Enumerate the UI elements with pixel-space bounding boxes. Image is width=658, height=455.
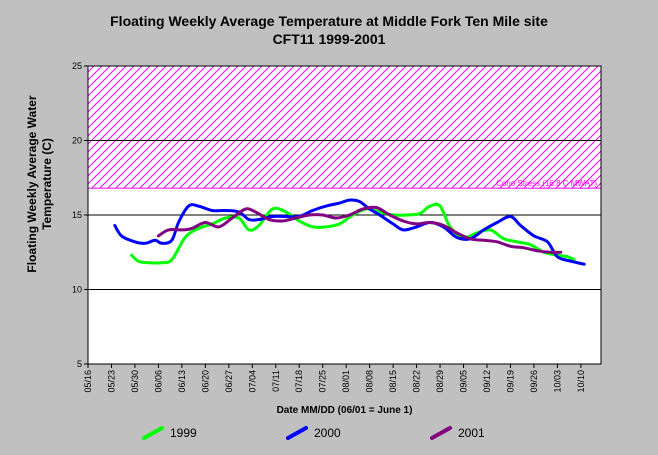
x-tick-label-08-01: 08/01: [341, 370, 351, 393]
x-tick-label-08-29: 08/29: [435, 370, 445, 393]
y-axis-label: Floating Weekly Average Water Temperatur…: [25, 95, 54, 273]
x-tick-label-07-18: 07/18: [294, 370, 304, 393]
coho-stress-label: Coho Stress (16.8 C MWAT): [496, 179, 597, 188]
x-tick-label-06-06: 06/06: [153, 370, 163, 393]
x-tick-label-08-22: 08/22: [412, 370, 422, 393]
x-tick-label-07-25: 07/25: [318, 370, 328, 393]
x-tick-label-10-03: 10/03: [552, 370, 562, 393]
x-axis-label: Date MM/DD (06/01 = June 1): [276, 405, 413, 416]
x-tick-label-07-04: 07/04: [247, 370, 257, 393]
series-line-2000: [113, 198, 586, 266]
x-tick-label-07-11: 07/11: [271, 370, 281, 392]
x-tick-label-09-05: 09/05: [459, 370, 469, 393]
chart-title-line1: Floating Weekly Average Temperature at M…: [110, 13, 548, 29]
x-tick-label-08-08: 08/08: [365, 370, 375, 393]
y-tick-label-15: 15: [72, 210, 82, 220]
legend-label-1999: 1999: [170, 426, 197, 440]
plot-border: [87, 65, 602, 365]
legend-label-2001: 2001: [458, 426, 485, 440]
x-tick-label-06-13: 06/13: [177, 370, 187, 393]
x-tick-label-09-26: 09/26: [529, 370, 539, 393]
series-line-2001: [156, 205, 563, 254]
legend-swatch-2000: [286, 426, 308, 440]
legend-swatch-1999: [142, 426, 164, 440]
x-tick-label-05-30: 05/30: [130, 370, 140, 393]
coho-stress-band: [87, 65, 602, 189]
legend-swatch-2001: [430, 426, 452, 440]
legend-label-2000: 2000: [314, 426, 341, 440]
x-tick-label-06-20: 06/20: [200, 370, 210, 393]
y-tick-label-5: 5: [77, 359, 82, 369]
chart-title-line2: CFT11 1999-2001: [272, 31, 386, 47]
x-tick-label-10-10: 10/10: [576, 370, 586, 393]
x-tick-label-05-23: 05/23: [106, 370, 116, 393]
x-tick-label-09-12: 09/12: [482, 370, 492, 393]
x-tick-label-06-27: 06/27: [224, 370, 234, 393]
x-tick-label-08-15: 08/15: [388, 370, 398, 393]
y-tick-label-20: 20: [72, 136, 82, 146]
y-tick-label-10: 10: [72, 285, 82, 295]
chart-title: Floating Weekly Average Temperature at M…: [0, 12, 658, 48]
x-tick-label-09-19: 09/19: [505, 370, 515, 393]
x-tick-label-05-16: 05/16: [83, 370, 93, 393]
y-tick-label-25: 25: [72, 61, 82, 71]
